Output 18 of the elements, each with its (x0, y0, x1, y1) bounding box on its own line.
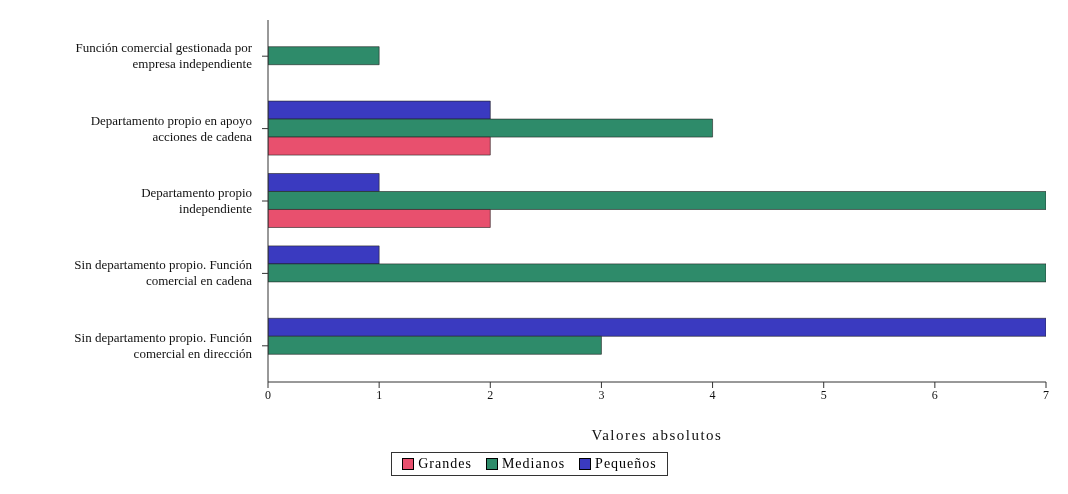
x-tick-label: 5 (820, 387, 827, 402)
y-tick-label: Departamento propio independiente (141, 185, 253, 216)
legend-label: Medianos (500, 456, 566, 472)
y-tick-label: Función comercial gestionada por empresa independiente (75, 40, 253, 72)
x-tick-label: 2 (487, 387, 494, 402)
x-axis-title: Valores absolutos (591, 427, 723, 443)
x-tick-label: 4 (709, 387, 716, 402)
x-tick-label: 7 (1043, 387, 1049, 402)
y-tick-label: Sin departamento propio. Función comercial en dirección (74, 329, 253, 361)
x-tick-label: 1 (376, 387, 383, 402)
legend-label: Grandes (417, 456, 472, 472)
legend-label: Pequeños (594, 456, 657, 472)
x-tick-label: 6 (931, 387, 938, 402)
x-tick-label: 3 (598, 387, 605, 402)
bar (268, 46, 380, 65)
y-tick-label: Departamento propio en apoyo acciones de cadena (90, 112, 253, 144)
x-tick-label: 0 (265, 387, 271, 402)
y-tick-label: Sin departamento propio. Función comercial en cadena (74, 257, 253, 289)
